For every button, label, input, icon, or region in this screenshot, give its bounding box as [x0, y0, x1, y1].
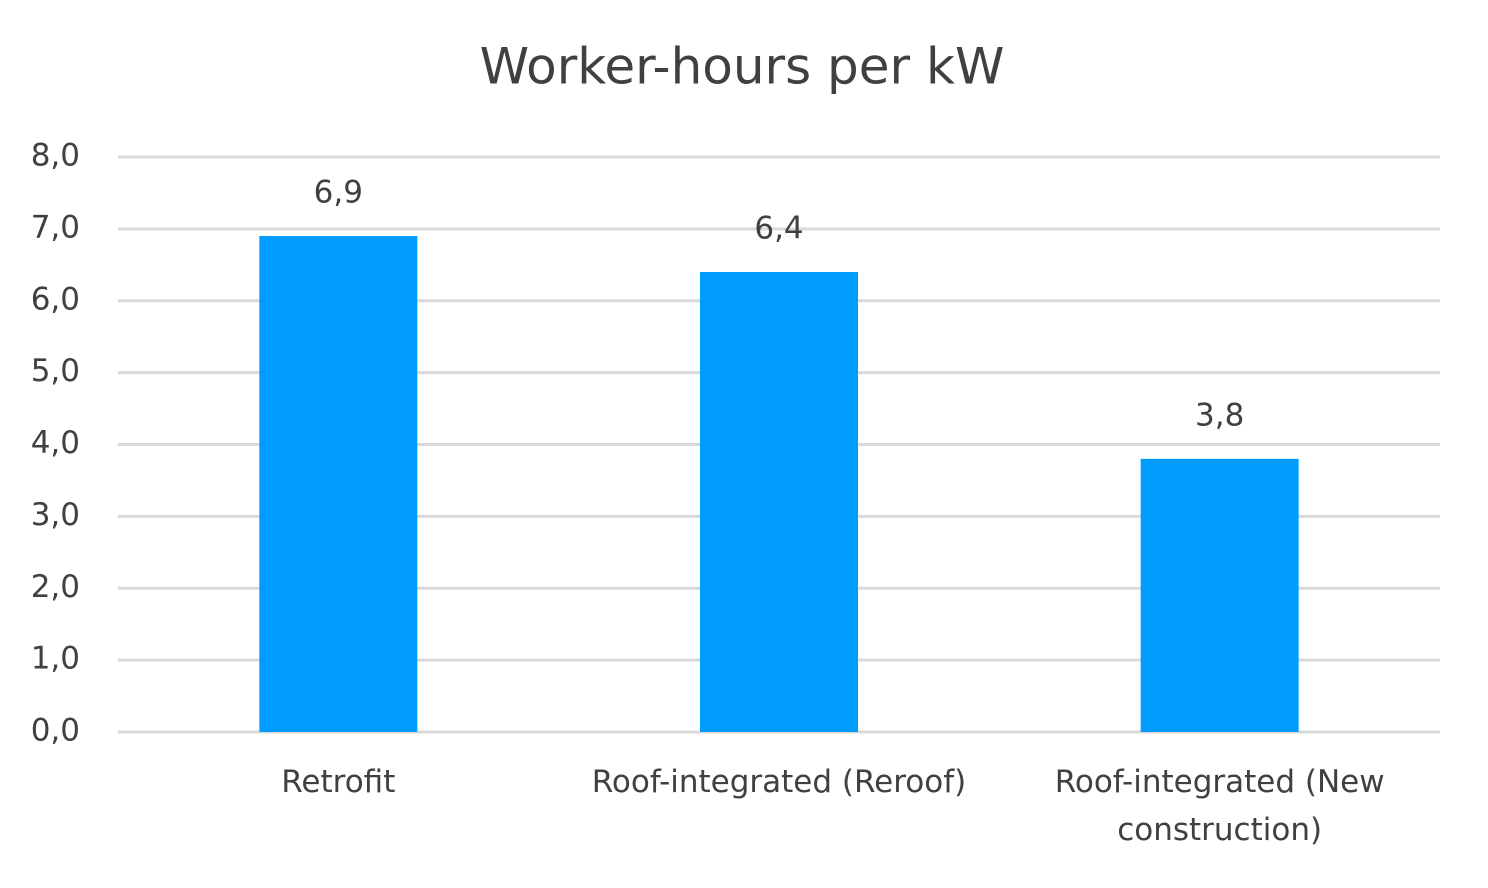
bar: [700, 272, 858, 732]
bar: [259, 236, 418, 732]
y-tick-label: 0,0: [31, 713, 80, 749]
data-label: 6,9: [314, 175, 363, 211]
y-tick-label: 3,0: [31, 497, 80, 533]
y-tick-label: 6,0: [31, 281, 80, 317]
y-tick-label: 7,0: [31, 209, 80, 245]
y-tick-label: 8,0: [31, 138, 80, 174]
x-tick-label: Roof-integrated (Reroof): [591, 764, 967, 800]
y-tick-label: 1,0: [31, 641, 80, 677]
bar: [1140, 458, 1299, 732]
y-tick-label: 2,0: [31, 569, 80, 605]
y-tick-label: 5,0: [31, 353, 80, 389]
chart-title: Worker-hours per kW: [480, 38, 1005, 96]
data-label: 3,8: [1195, 397, 1244, 433]
x-tick-label: Roof-integrated (New construction): [1054, 764, 1385, 848]
y-tick-label: 4,0: [31, 425, 80, 461]
data-label: 6,4: [754, 211, 803, 247]
x-tick-label: Retrofit: [281, 764, 396, 800]
